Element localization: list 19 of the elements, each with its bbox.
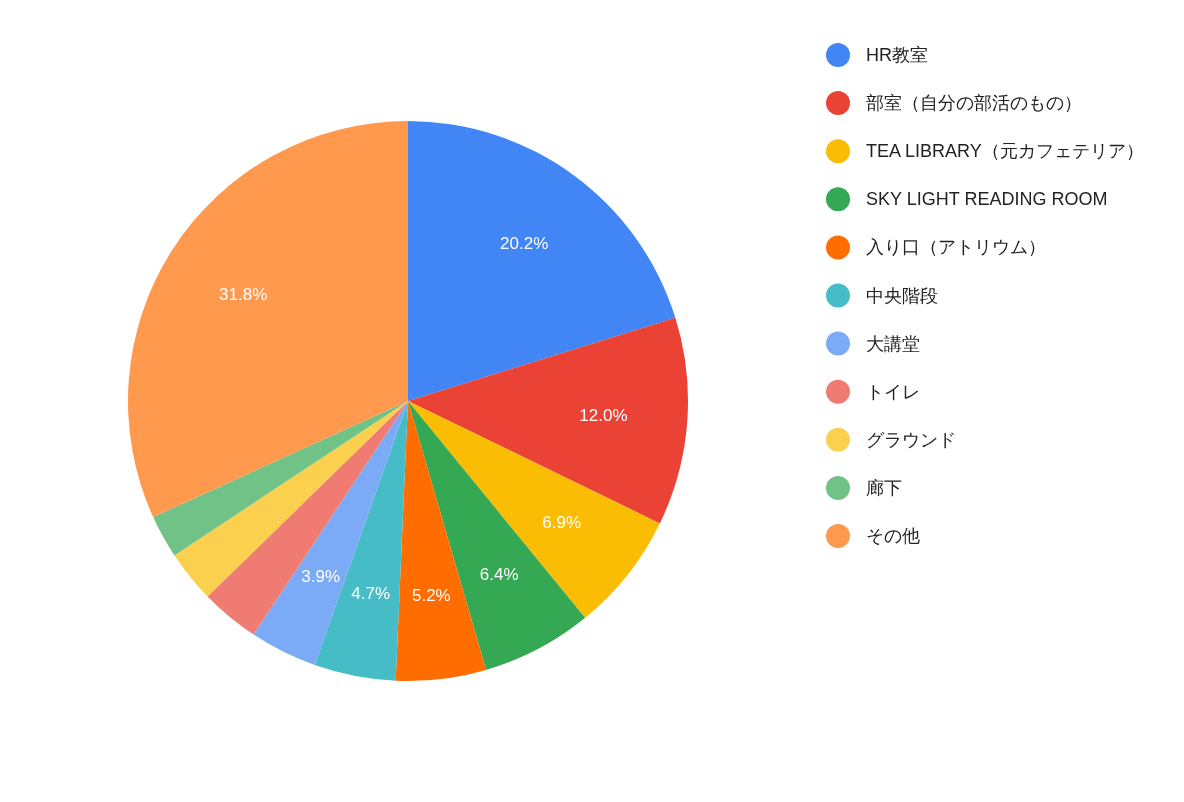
legend-label: TEA LIBRARY（元カフェテリア） <box>866 141 1144 162</box>
legend-label: 大講堂 <box>866 333 920 354</box>
data-label: 6.4% <box>479 565 519 585</box>
legend-label: グラウンド <box>866 429 956 450</box>
legend-label: 部室（自分の部活のもの） <box>866 93 1082 114</box>
legend-label: トイレ <box>866 381 920 402</box>
legend-label: HR教室 <box>866 45 928 65</box>
data-label: 20.2% <box>500 233 549 253</box>
data-label: 5.2% <box>411 586 451 606</box>
legend-label: その他 <box>866 526 920 546</box>
legend-label: 入り口（アトリウム） <box>866 237 1046 258</box>
data-label: 3.9% <box>301 566 341 586</box>
legend-label: 廊下 <box>866 477 902 498</box>
data-label: 4.7% <box>351 583 391 603</box>
data-label: 6.9% <box>542 513 582 533</box>
legend-label: SKY LIGHT READING ROOM <box>866 189 1108 210</box>
legend-label: 中央階段 <box>866 285 938 306</box>
data-label: 12.0% <box>579 406 628 426</box>
data-label: 31.8% <box>219 285 268 305</box>
